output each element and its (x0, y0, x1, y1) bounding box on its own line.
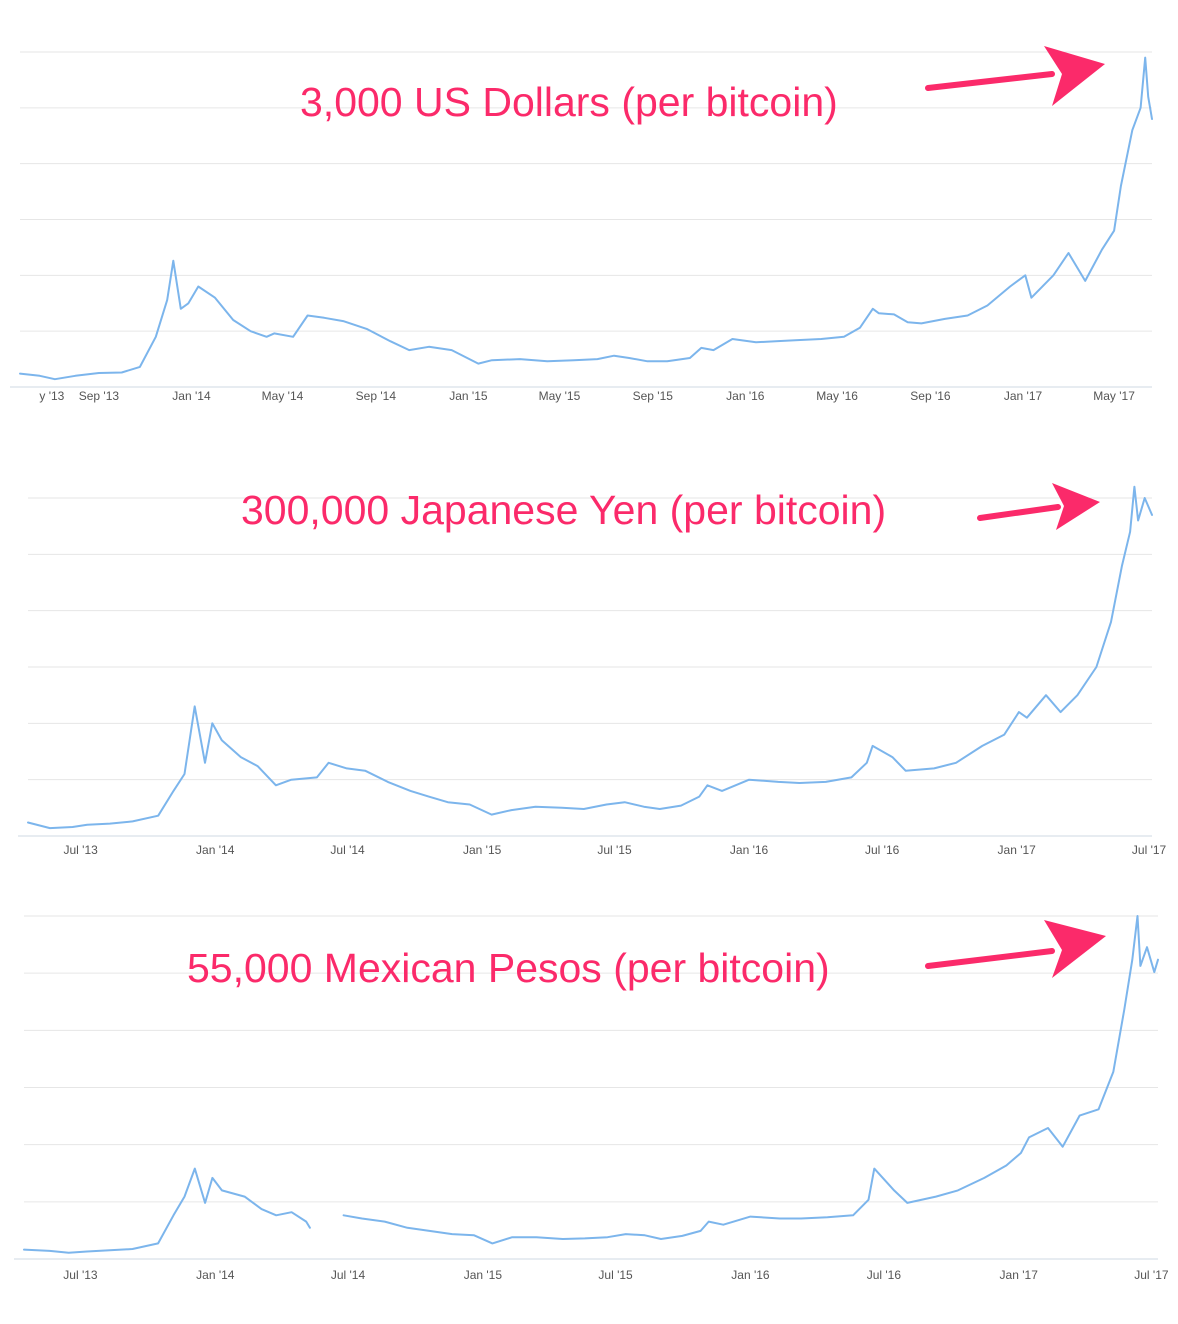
x-tick-label: Jan '16 (726, 389, 765, 403)
series-line (27, 485, 1153, 830)
x-tick-label: Jan '15 (464, 1268, 503, 1282)
x-tick-label: Sep '16 (910, 389, 951, 403)
mxn-chart-panel: Jul '13 Jan '14 Jul '14 Jan '15 Jul '15 Jan '… (0, 896, 1178, 1324)
x-tick-label: Jul '14 (330, 843, 365, 857)
mxn-chart: Jul '13 Jan '14 Jul '14 Jan '15 Jul '15 Jan '… (14, 915, 1169, 1282)
x-tick-label: May '15 (539, 389, 581, 403)
x-tick-label: Jul '17 (1132, 843, 1167, 857)
x-tick-label: Jan '14 (196, 1268, 235, 1282)
x-tick-label: May '14 (262, 389, 304, 403)
x-tick-label: Sep '15 (633, 389, 674, 403)
x-tick-label: Jan '14 (172, 389, 211, 403)
mxn-arrow-icon (925, 920, 1106, 978)
x-tick-label: Jul '17 (1134, 1268, 1169, 1282)
x-tick-label: May '16 (816, 389, 858, 403)
x-tick-label: y '13 (39, 389, 64, 403)
x-tick-label: Jan '17 (1000, 1268, 1039, 1282)
x-tick-label: Jul '15 (597, 843, 632, 857)
usd-arrow-icon (925, 46, 1105, 106)
x-tick-label: Jan '15 (449, 389, 488, 403)
x-tick-label: Jul '13 (63, 843, 98, 857)
usd-annotation-label: 3,000 US Dollars (per bitcoin) (300, 79, 838, 125)
x-tick-label: Jan '16 (730, 843, 769, 857)
x-tick-label: Jan '17 (1004, 389, 1043, 403)
series-line (23, 1167, 311, 1254)
usd-chart-panel: y '13 Sep '13 Jan '14 May '14 Sep '14 Jan '15… (0, 0, 1178, 440)
x-tick-label: Sep '13 (79, 389, 120, 403)
mxn-annotation-label: 55,000 Mexican Pesos (per bitcoin) (187, 945, 830, 991)
x-tick-label: Jan '15 (463, 843, 502, 857)
x-tick-label: Jan '16 (731, 1268, 770, 1282)
x-tick-label: Jan '17 (998, 843, 1037, 857)
x-tick-label: Jul '15 (598, 1268, 633, 1282)
x-tick-label: Jan '14 (196, 843, 235, 857)
series-line (19, 56, 1153, 381)
x-tick-label: Jul '16 (867, 1268, 902, 1282)
jpy-chart: Jul '13 Jan '14 Jul '14 Jan '15 Jul '15 Jan '… (18, 485, 1167, 857)
x-tick-label: Sep '14 (356, 389, 397, 403)
usd-chart: y '13 Sep '13 Jan '14 May '14 Sep '14 Jan '15… (10, 51, 1153, 403)
jpy-annotation-label: 300,000 Japanese Yen (per bitcoin) (241, 487, 887, 533)
x-tick-label: Jul '14 (331, 1268, 366, 1282)
x-tick-label: May '17 (1093, 389, 1135, 403)
x-tick-label: Jul '13 (63, 1268, 98, 1282)
series-line (342, 915, 1159, 1245)
x-tick-label: Jul '16 (865, 843, 900, 857)
jpy-chart-panel: Jul '13 Jan '14 Jul '14 Jan '15 Jul '15 Jan '… (0, 448, 1178, 888)
jpy-arrow-icon (977, 483, 1100, 530)
